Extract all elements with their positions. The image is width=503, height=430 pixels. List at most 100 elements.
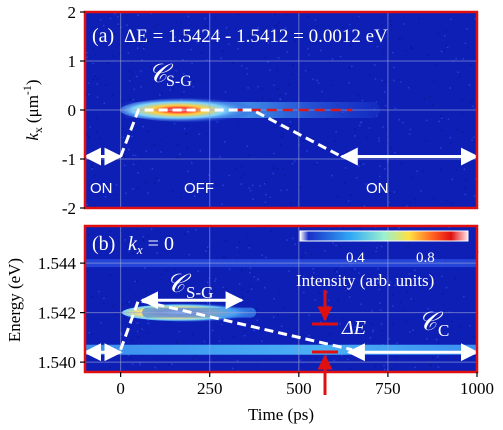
noise-dot [247, 291, 249, 293]
noise-dot [135, 228, 138, 231]
noise-dot [436, 241, 439, 243]
noise-dot [331, 228, 334, 231]
panel-b-ylabel: Energy (eV) [5, 258, 24, 342]
noise-dot [86, 203, 88, 206]
noise-dot [384, 91, 386, 93]
noise-dot [139, 330, 141, 332]
noise-dot [132, 154, 134, 156]
noise-dot [385, 128, 388, 130]
noise-dot [198, 133, 201, 135]
noise-dot [471, 256, 473, 258]
noise-dot [307, 47, 309, 50]
noise-dot [86, 270, 89, 273]
noise-dot [379, 309, 382, 311]
noise-dot [248, 246, 250, 249]
noise-dot [204, 17, 206, 20]
noise-dot [206, 59, 208, 62]
noise-dot [464, 42, 467, 45]
noise-dot [115, 184, 118, 186]
noise-dot [440, 129, 443, 131]
noise-dot [279, 98, 281, 100]
noise-dot [410, 45, 413, 47]
noise-dot [175, 342, 178, 345]
panel-b-condensate-c-band [85, 344, 477, 355]
noise-dot [91, 167, 93, 170]
noise-dot [256, 279, 259, 281]
noise-dot [115, 313, 117, 316]
noise-dot [308, 191, 310, 193]
noise-dot [159, 94, 161, 96]
noise-dot [352, 150, 354, 153]
noise-dot [253, 329, 255, 332]
noise-dot [422, 170, 424, 172]
noise-dot [121, 303, 124, 306]
noise-dot [135, 279, 138, 282]
noise-dot [139, 44, 142, 46]
noise-dot [389, 192, 391, 194]
noise-dot [261, 98, 264, 100]
noise-dot [86, 133, 88, 135]
noise-dot [133, 35, 135, 37]
noise-dot [291, 162, 294, 165]
noise-dot [131, 61, 134, 64]
noise-dot [92, 47, 94, 50]
panel-b: 0.4 0.8 Intensity (arb. units) ΔE (b) kx… [5, 224, 494, 424]
noise-dot [175, 70, 177, 72]
noise-dot [375, 250, 377, 253]
noise-dot [139, 159, 142, 161]
noise-dot [257, 278, 260, 280]
noise-dot [174, 268, 177, 271]
noise-dot [103, 142, 105, 145]
noise-dot [445, 199, 448, 202]
noise-dot [247, 87, 249, 89]
noise-dot [295, 313, 297, 315]
noise-dot [446, 46, 449, 49]
noise-dot [328, 61, 331, 64]
noise-dot [173, 77, 175, 79]
noise-dot [319, 49, 322, 52]
noise-dot [286, 51, 289, 53]
noise-dot [116, 193, 118, 196]
noise-dot [169, 89, 171, 91]
noise-dot [389, 20, 392, 22]
noise-dot [414, 278, 417, 281]
noise-dot [374, 78, 377, 80]
noise-dot [105, 184, 107, 187]
noise-dot [303, 253, 306, 255]
noise-dot [336, 271, 338, 273]
noise-dot [361, 99, 364, 102]
noise-dot [140, 86, 142, 88]
noise-dot [228, 268, 231, 270]
noise-dot [392, 294, 394, 296]
noise-dot [395, 356, 398, 358]
noise-dot [337, 196, 339, 198]
noise-dot [277, 121, 279, 124]
noise-dot [365, 183, 368, 185]
noise-dot [280, 189, 283, 192]
noise-dot [386, 142, 388, 144]
noise-dot [91, 296, 93, 298]
noise-dot [363, 205, 366, 207]
noise-dot [251, 184, 254, 187]
noise-dot [342, 227, 345, 229]
panel-b-kx-label: kx = 0 [128, 233, 174, 257]
noise-dot [206, 301, 209, 304]
noise-dot [457, 71, 459, 74]
noise-dot [305, 69, 307, 72]
noise-dot [250, 288, 253, 290]
noise-dot [264, 201, 267, 204]
noise-dot [225, 287, 228, 290]
noise-dot [410, 177, 413, 179]
noise-dot [289, 125, 292, 128]
noise-dot [332, 242, 334, 244]
colorbar-tick-1: 0.8 [416, 250, 435, 266]
noise-dot [380, 16, 383, 19]
noise-dot [126, 302, 129, 304]
noise-dot [319, 365, 322, 367]
ytick-label: 2 [68, 3, 77, 22]
noise-dot [197, 270, 199, 273]
noise-dot [127, 316, 130, 318]
noise-dot [310, 254, 313, 256]
noise-dot [86, 56, 88, 59]
noise-dot [268, 197, 271, 200]
